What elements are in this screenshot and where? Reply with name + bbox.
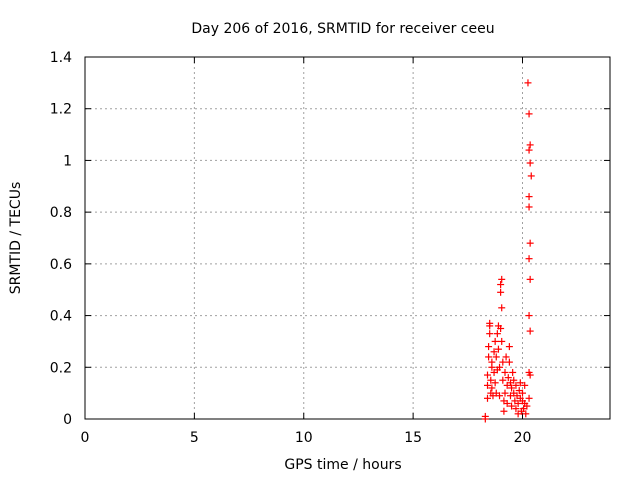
data-point	[496, 392, 504, 400]
data-point	[519, 389, 526, 397]
data-point	[498, 337, 506, 345]
data-point	[488, 363, 496, 371]
data-point	[501, 389, 509, 397]
data-point	[524, 79, 532, 87]
data-point	[493, 330, 501, 338]
data-point	[486, 330, 494, 338]
data-point	[527, 172, 535, 180]
data-point	[525, 146, 533, 154]
data-point	[491, 379, 499, 387]
data-point	[525, 110, 533, 118]
data-point	[497, 281, 505, 289]
data-point	[484, 381, 491, 389]
y-tick-labels: 0 0.2 0.4 0.6 0.8 1 1.2 1.4	[50, 50, 72, 428]
data-point	[501, 368, 509, 376]
data-point	[481, 412, 489, 420]
data-point	[512, 381, 520, 389]
data-points	[481, 79, 535, 423]
data-point	[525, 312, 533, 320]
data-point	[505, 343, 513, 351]
data-point	[525, 394, 533, 402]
data-point	[504, 374, 512, 382]
x-tick-labels: 0 5 10 15 20	[81, 430, 532, 446]
data-point	[526, 371, 534, 379]
data-point	[512, 405, 520, 413]
x-tick-label: 15	[404, 430, 422, 446]
data-point	[526, 275, 534, 283]
data-point	[499, 376, 507, 384]
x-tick-label: 10	[295, 430, 313, 446]
plot-frame	[84, 56, 611, 420]
data-point	[523, 402, 531, 410]
y-tick-label: 1	[63, 153, 72, 169]
data-point	[525, 255, 533, 263]
axis-ticks	[84, 56, 610, 420]
data-point	[526, 159, 534, 167]
data-point	[485, 343, 493, 351]
data-point	[516, 379, 524, 387]
data-point	[505, 358, 513, 366]
y-tick-label: 0.2	[50, 360, 72, 376]
data-point	[508, 384, 516, 392]
data-point	[492, 353, 500, 361]
data-point	[500, 407, 508, 415]
data-point	[491, 337, 499, 345]
chart-title: Day 206 of 2016, SRMTID for receiver cee…	[191, 21, 494, 37]
data-point	[526, 327, 534, 335]
data-point	[498, 275, 506, 283]
y-tick-label: 0.4	[50, 309, 72, 325]
x-tick-label: 20	[514, 430, 532, 446]
data-point	[526, 141, 534, 149]
data-point	[498, 304, 506, 312]
data-point	[486, 319, 494, 327]
data-point	[510, 376, 518, 384]
y-tick-label: 1.4	[50, 50, 72, 66]
data-point	[508, 402, 516, 410]
data-point	[509, 368, 517, 376]
y-tick-label: 0.6	[50, 257, 72, 273]
data-point	[488, 384, 496, 392]
y-tick-label: 1.2	[50, 102, 72, 118]
data-point	[526, 239, 534, 247]
data-point	[499, 358, 507, 366]
data-point	[496, 363, 504, 371]
data-point	[525, 203, 533, 211]
y-tick-label: 0	[63, 412, 72, 428]
data-point	[490, 348, 498, 356]
data-point	[497, 288, 505, 296]
data-point	[525, 193, 533, 201]
data-point	[487, 376, 495, 384]
y-axis-label: SRMTID / TECUs	[8, 182, 24, 295]
x-tick-label: 0	[81, 430, 90, 446]
data-point	[494, 345, 502, 353]
x-tick-label: 5	[190, 430, 199, 446]
data-point	[484, 371, 491, 379]
data-point	[503, 399, 511, 407]
data-point	[485, 353, 493, 361]
data-point	[521, 381, 529, 389]
data-point	[514, 399, 522, 407]
y-tick-label: 0.8	[50, 205, 72, 221]
data-point	[497, 325, 505, 332]
data-point	[522, 410, 530, 418]
data-point	[502, 353, 510, 361]
data-point	[484, 394, 491, 402]
x-axis-label: GPS time / hours	[284, 457, 401, 473]
grid-lines	[85, 57, 610, 419]
